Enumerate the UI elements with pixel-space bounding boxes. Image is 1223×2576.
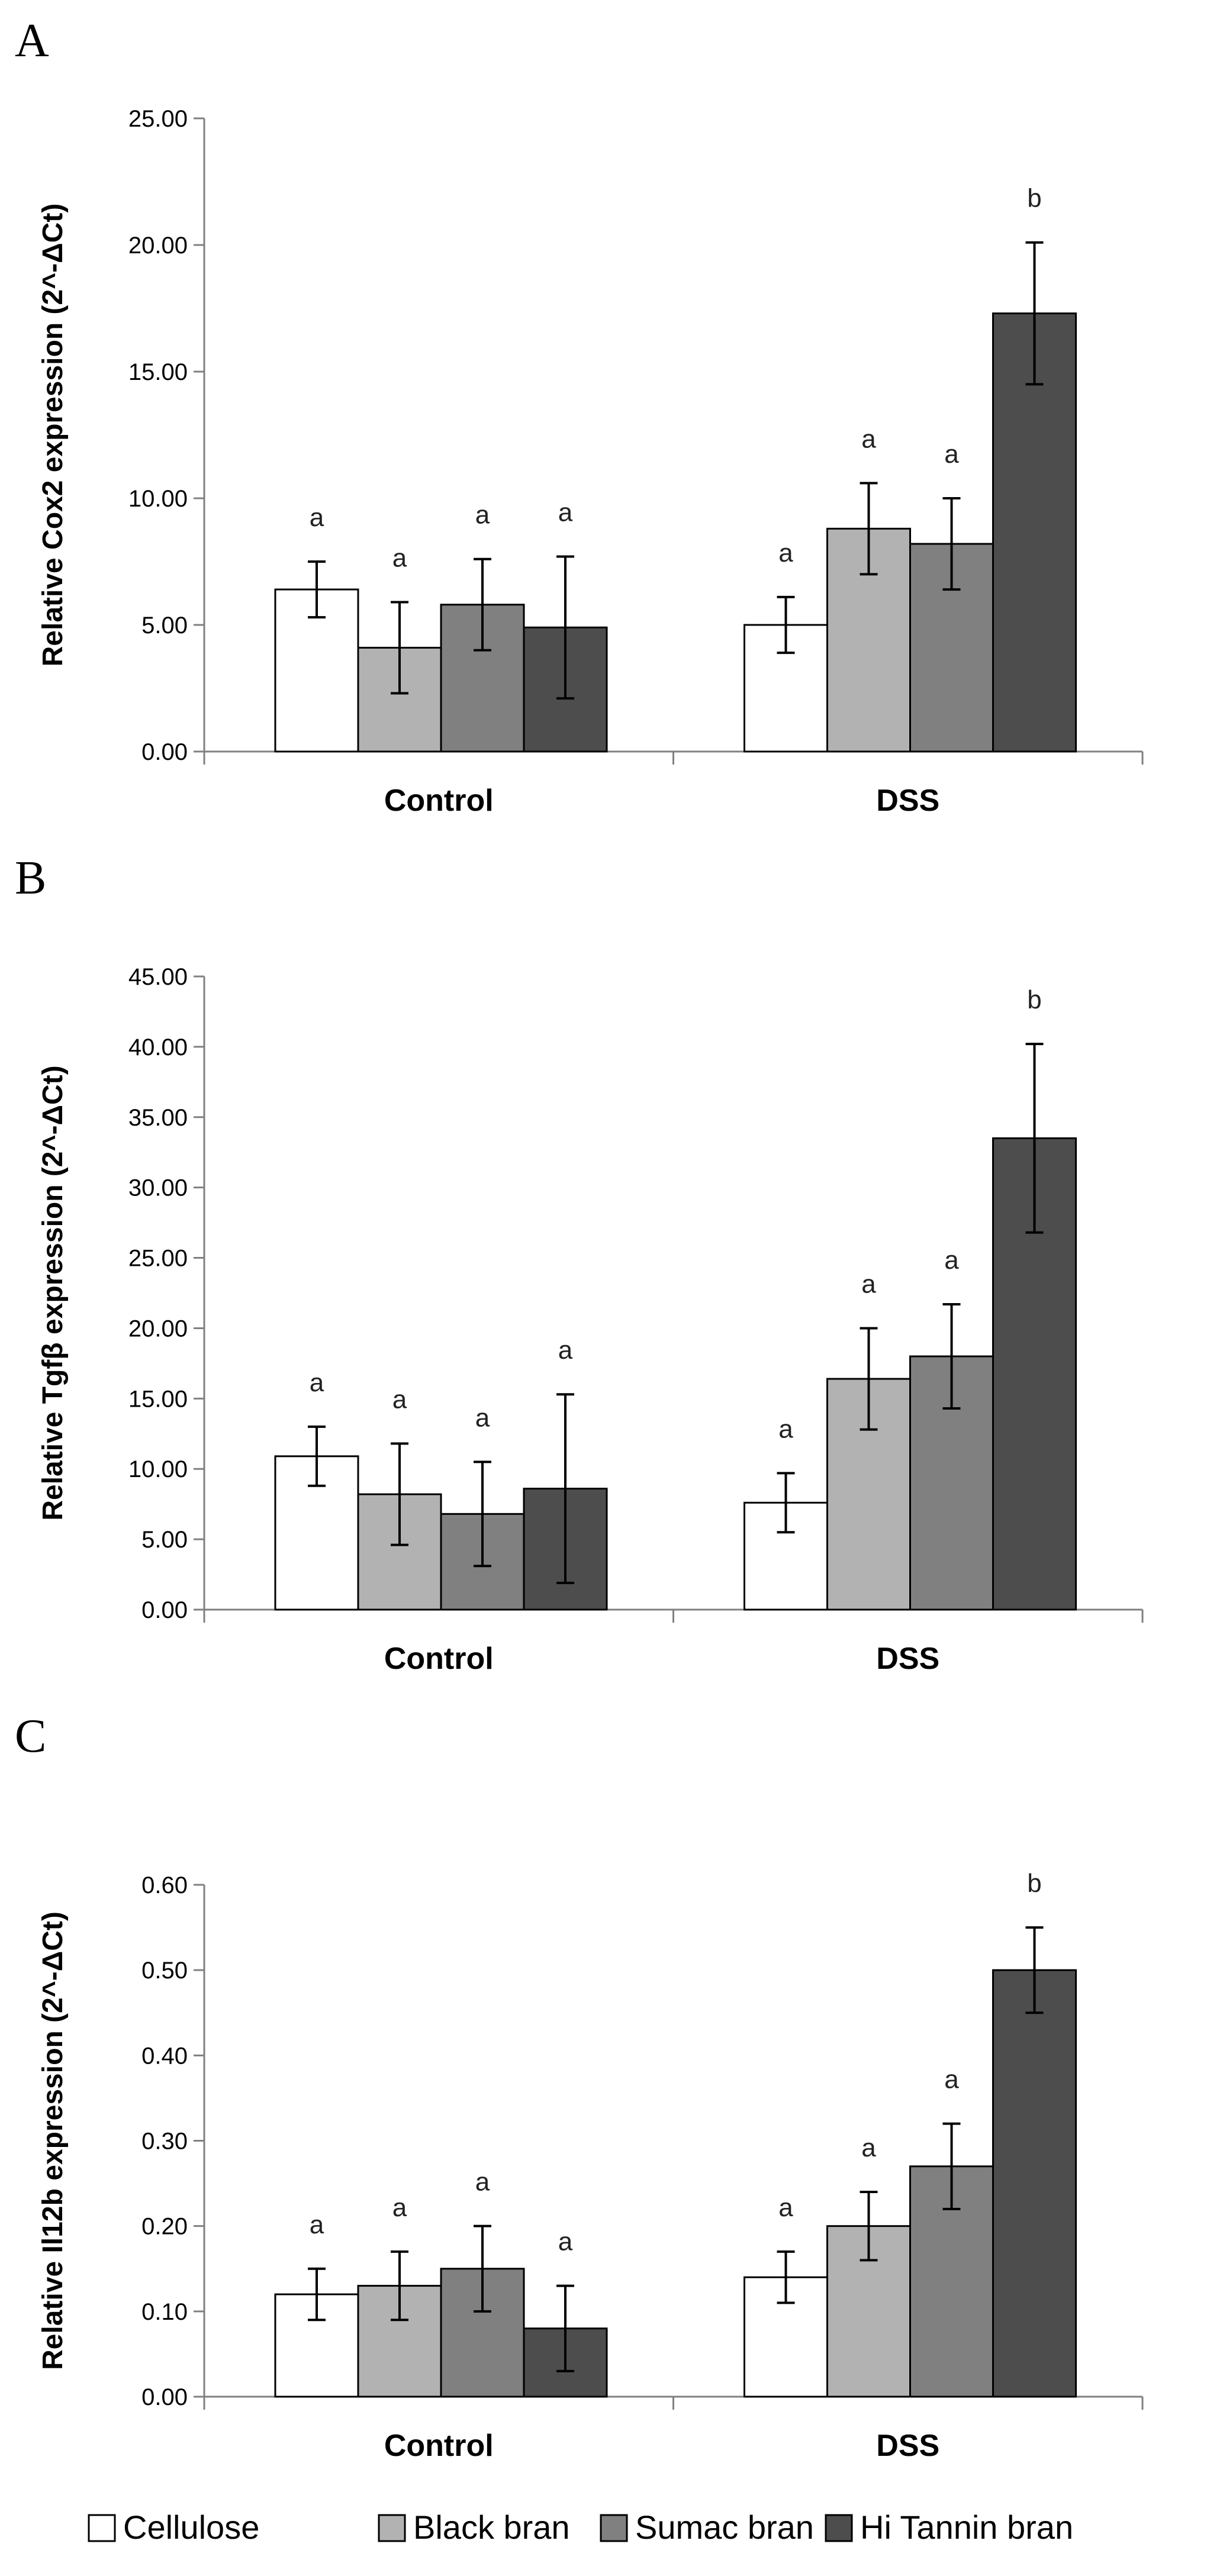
bar [826,1378,911,1611]
panel-letter: C [15,1710,46,1762]
category-label: DSS [876,1642,939,1676]
legend-item: Sumac bran [600,2509,814,2546]
significance-letter: a [558,498,573,527]
category-label: DSS [876,784,939,818]
y-tick-label: 0.00 [141,739,188,765]
y-tick-label: 10.00 [128,1456,188,1482]
y-tick-label: 0.30 [141,2129,188,2155]
y-tick-label: 15.00 [128,1386,188,1412]
legend-swatch [825,2514,853,2542]
y-tick-label: 35.00 [128,1105,188,1131]
significance-letter: a [392,1385,407,1414]
significance-letter: a [475,2168,490,2197]
y-tick-label: 25.00 [128,106,188,132]
significance-letter: a [310,2210,324,2239]
legend-label: Black bran [413,2509,570,2546]
y-axis-label: Relative Cox2 expression (2^-ΔCt) [37,204,69,667]
chart-panels: A Relative Cox2 expression (2^-ΔCt) 0.00 5.… [15,15,1144,2463]
significance-letter: a [944,1246,959,1275]
y-tick-label: 40.00 [128,1034,188,1060]
y-tick-label: 5.00 [141,612,188,639]
y-tick-label: 25.00 [128,1246,188,1272]
y-tick-label: 0.20 [141,2214,188,2240]
significance-letter: a [861,2133,876,2162]
significance-letter: a [558,2227,573,2256]
panel-letter: B [15,852,46,904]
significance-letter: b [1027,985,1041,1014]
bar [992,312,1077,753]
significance-letter: a [778,2193,793,2222]
y-tick-label: 5.00 [141,1527,188,1553]
category-label: Control [384,2429,494,2463]
panel-letter: A [15,15,49,67]
chart-panel-b: B Relative Tgfβ expression (2^-ΔCt) 0.00 5.… [15,852,1144,1676]
legend-swatch [88,2514,116,2542]
y-tick-label: 45.00 [128,964,188,990]
significance-letter: a [475,501,490,530]
legend-item: Black bran [378,2509,570,2546]
y-tick-label: 0.00 [141,1597,188,1623]
significance-letter: a [944,2065,959,2094]
significance-letter: b [1027,1869,1041,1898]
y-tick-label: 15.00 [128,359,188,385]
category-label: DSS [876,2429,939,2463]
y-tick-label: 30.00 [128,1175,188,1201]
chart-panel-c: C Relative Il12b expression (2^-ΔCt) 0.00 0… [15,1710,1144,2463]
chart-panel-a: A Relative Cox2 expression (2^-ΔCt) 0.00 5.… [15,15,1144,818]
y-tick-label: 0.40 [141,2043,188,2069]
y-tick-label: 0.10 [141,2299,188,2325]
legend: Cellulose Black bran Sumac bran Hi Tannin b… [88,2509,1073,2546]
significance-letter: a [778,1414,793,1443]
y-tick-label: 20.00 [128,233,188,259]
y-axis-label: Relative Il12b expression (2^-ΔCt) [37,1911,69,2370]
legend-label: Cellulose [123,2509,259,2546]
significance-letter: a [475,1403,490,1432]
legend-item: Hi Tannin bran [825,2509,1073,2546]
bar [992,1969,1077,2398]
legend-swatch [378,2514,406,2542]
y-tick-label: 0.60 [141,1872,188,1898]
legend-label: Sumac bran [635,2509,814,2546]
legend-swatch [600,2514,628,2542]
legend-label: Hi Tannin bran [860,2509,1073,2546]
significance-letter: a [861,1269,876,1298]
y-tick-label: 0.00 [141,2384,188,2410]
significance-letter: a [778,539,793,568]
y-tick-label: 0.50 [141,1958,188,1984]
legend-item: Cellulose [88,2509,259,2546]
y-tick-label: 10.00 [128,486,188,512]
y-tick-label: 20.00 [128,1316,188,1342]
significance-letter: a [310,1368,324,1397]
significance-letter: b [1027,184,1041,213]
significance-letter: a [944,440,959,469]
significance-letter: a [558,1336,573,1365]
significance-letter: a [392,543,407,572]
category-label: Control [384,784,494,818]
significance-letter: a [310,503,324,532]
significance-letter: a [392,2193,407,2222]
significance-letter: a [861,424,876,453]
y-axis-label: Relative Tgfβ expression (2^-ΔCt) [37,1065,69,1520]
category-label: Control [384,1642,494,1676]
